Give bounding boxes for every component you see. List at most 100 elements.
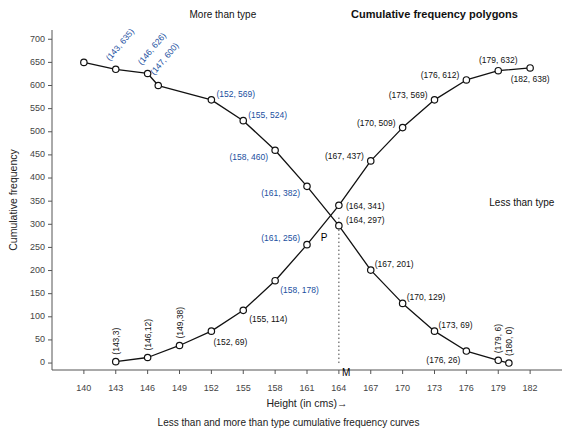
series-marker	[272, 147, 278, 153]
series-marker	[368, 158, 374, 164]
y-tick-label: 300	[30, 219, 45, 229]
annotation: (158, 178)	[280, 285, 319, 295]
annotation: (146,12)	[143, 319, 153, 351]
x-tick	[498, 370, 499, 374]
series-marker	[208, 97, 214, 103]
annotation: (164, 341)	[346, 201, 385, 211]
x-tick	[530, 370, 531, 374]
series-marker	[399, 124, 405, 130]
series-marker	[176, 342, 182, 348]
annotation: (170, 509)	[357, 118, 396, 128]
annotation: (149,38)	[175, 307, 185, 339]
x-tick-label: 179	[491, 383, 506, 393]
x-tick-label: 161	[299, 383, 314, 393]
reference-line	[338, 215, 339, 363]
x-tick-label: 149	[172, 383, 187, 393]
x-tick-label: 176	[459, 383, 474, 393]
annotation: (152, 569)	[216, 89, 255, 99]
y-tick-label: 550	[30, 103, 45, 113]
y-tick-label: 150	[30, 288, 45, 298]
annotation: (143,3)	[111, 328, 121, 355]
series-marker	[336, 222, 342, 228]
y-tick	[48, 224, 52, 225]
y-tick	[48, 85, 52, 86]
y-axis-line	[52, 30, 53, 370]
y-tick	[48, 339, 52, 340]
y-tick	[48, 39, 52, 40]
x-tick-label: 158	[268, 383, 283, 393]
y-tick-label: 400	[30, 172, 45, 182]
annotation: (173, 69)	[439, 320, 473, 330]
series-marker	[113, 358, 119, 364]
annotation: (158, 460)	[229, 152, 268, 162]
annotation: (176, 612)	[421, 70, 460, 80]
y-tick	[48, 154, 52, 155]
y-tick	[48, 363, 52, 364]
annotation: (155, 114)	[249, 314, 287, 324]
annotation: (179, 632)	[479, 55, 518, 65]
subtitle: Less than and more than type cumulative …	[158, 417, 420, 428]
annotation: (182, 638)	[511, 74, 550, 84]
x-tick-label: 170	[395, 383, 410, 393]
series-line	[84, 62, 509, 363]
y-tick	[48, 270, 52, 271]
series-marker	[368, 267, 374, 273]
annotation: P	[321, 232, 328, 243]
series-marker	[495, 68, 501, 74]
series-marker	[431, 328, 437, 334]
x-tick	[147, 370, 148, 374]
y-tick	[48, 178, 52, 179]
annotation: (161, 382)	[261, 188, 300, 198]
series-label: More than type	[189, 9, 256, 20]
series-marker	[495, 357, 501, 363]
series-label: Less than type	[489, 197, 554, 208]
series-marker	[527, 65, 533, 71]
annotation: (155, 524)	[248, 110, 287, 120]
annotation: (143, 635)	[104, 26, 137, 62]
annotation: (170, 129)	[407, 292, 446, 302]
x-tick	[307, 370, 308, 374]
series-marker	[336, 202, 342, 208]
y-tick-label: 500	[30, 126, 45, 136]
x-tick	[179, 370, 180, 374]
title: Cumulative frequency polygons	[351, 8, 518, 20]
series-marker	[208, 328, 214, 334]
series-marker	[304, 241, 310, 247]
y-tick-label: 350	[30, 196, 45, 206]
plot-area	[81, 59, 534, 366]
chart: 0501001502002503003504004505005506006507…	[0, 0, 577, 433]
annotation: (180, 0)	[504, 327, 514, 356]
x-tick	[466, 370, 467, 374]
x-tick	[370, 370, 371, 374]
x-tick-label: 182	[523, 383, 538, 393]
annotation: (179, 6)	[493, 324, 503, 353]
x-tick	[243, 370, 244, 374]
series-marker	[113, 66, 119, 72]
x-tick-label: 152	[204, 383, 219, 393]
series-marker	[304, 183, 310, 189]
annotation: (176, 26)	[426, 355, 460, 365]
y-tick	[48, 247, 52, 248]
series-marker	[431, 97, 437, 103]
annotation: (152, 69)	[213, 337, 247, 347]
x-tick-label: 155	[236, 383, 251, 393]
series-marker	[463, 77, 469, 83]
annotation: M	[342, 367, 350, 378]
x-tick	[434, 370, 435, 374]
y-tick-label: 250	[30, 242, 45, 252]
y-tick-label: 700	[30, 34, 45, 44]
x-tick-label: 167	[363, 383, 378, 393]
x-tick	[275, 370, 276, 374]
y-tick	[48, 62, 52, 63]
y-tick-label: 0	[40, 357, 45, 367]
annotation: (147, 600)	[148, 41, 181, 77]
y-tick-label: 600	[30, 80, 45, 90]
series-marker	[144, 354, 150, 360]
series-marker	[506, 360, 512, 366]
series-marker	[272, 278, 278, 284]
series-marker	[240, 117, 246, 123]
series-line	[116, 68, 530, 362]
y-tick	[48, 201, 52, 202]
series-marker	[240, 307, 246, 313]
y-tick-label: 450	[30, 149, 45, 159]
